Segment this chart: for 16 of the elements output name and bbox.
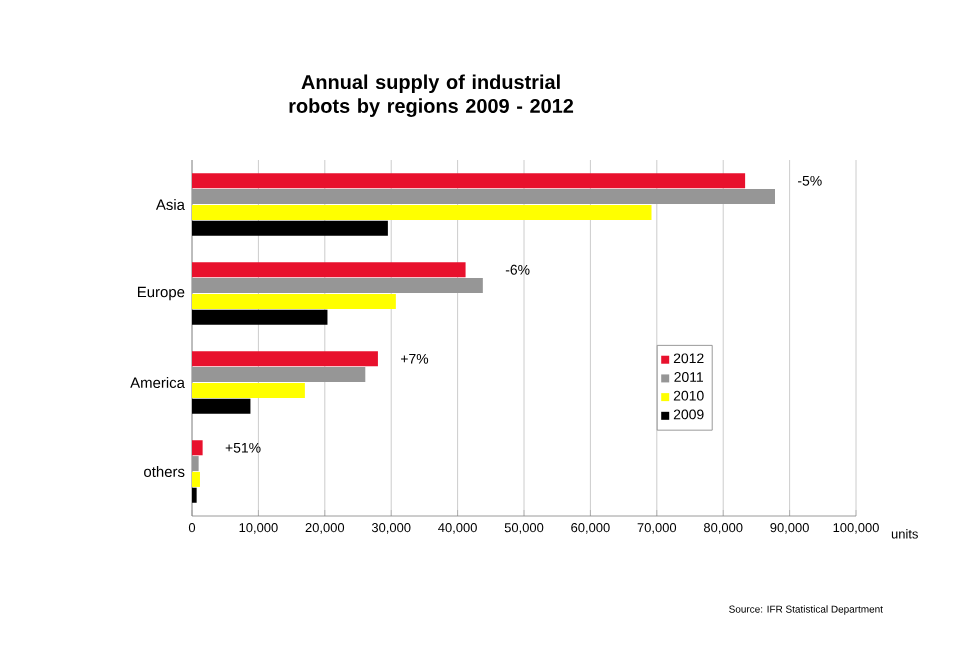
bar bbox=[192, 351, 378, 367]
bar bbox=[192, 189, 775, 205]
chart-title: Annual supply of industrial robots by regions 2009 - 2012 bbox=[289, 74, 574, 118]
bar bbox=[192, 440, 203, 456]
bar bbox=[192, 456, 199, 472]
bar bbox=[192, 293, 396, 309]
bar bbox=[192, 309, 328, 325]
bar bbox=[192, 367, 366, 383]
bar bbox=[192, 471, 200, 487]
bar bbox=[192, 204, 652, 220]
bar bbox=[192, 278, 483, 294]
bar bbox=[192, 262, 466, 278]
bar bbox=[192, 382, 305, 398]
bar bbox=[192, 398, 251, 414]
bar bbox=[192, 173, 746, 189]
bar bbox=[192, 220, 388, 236]
